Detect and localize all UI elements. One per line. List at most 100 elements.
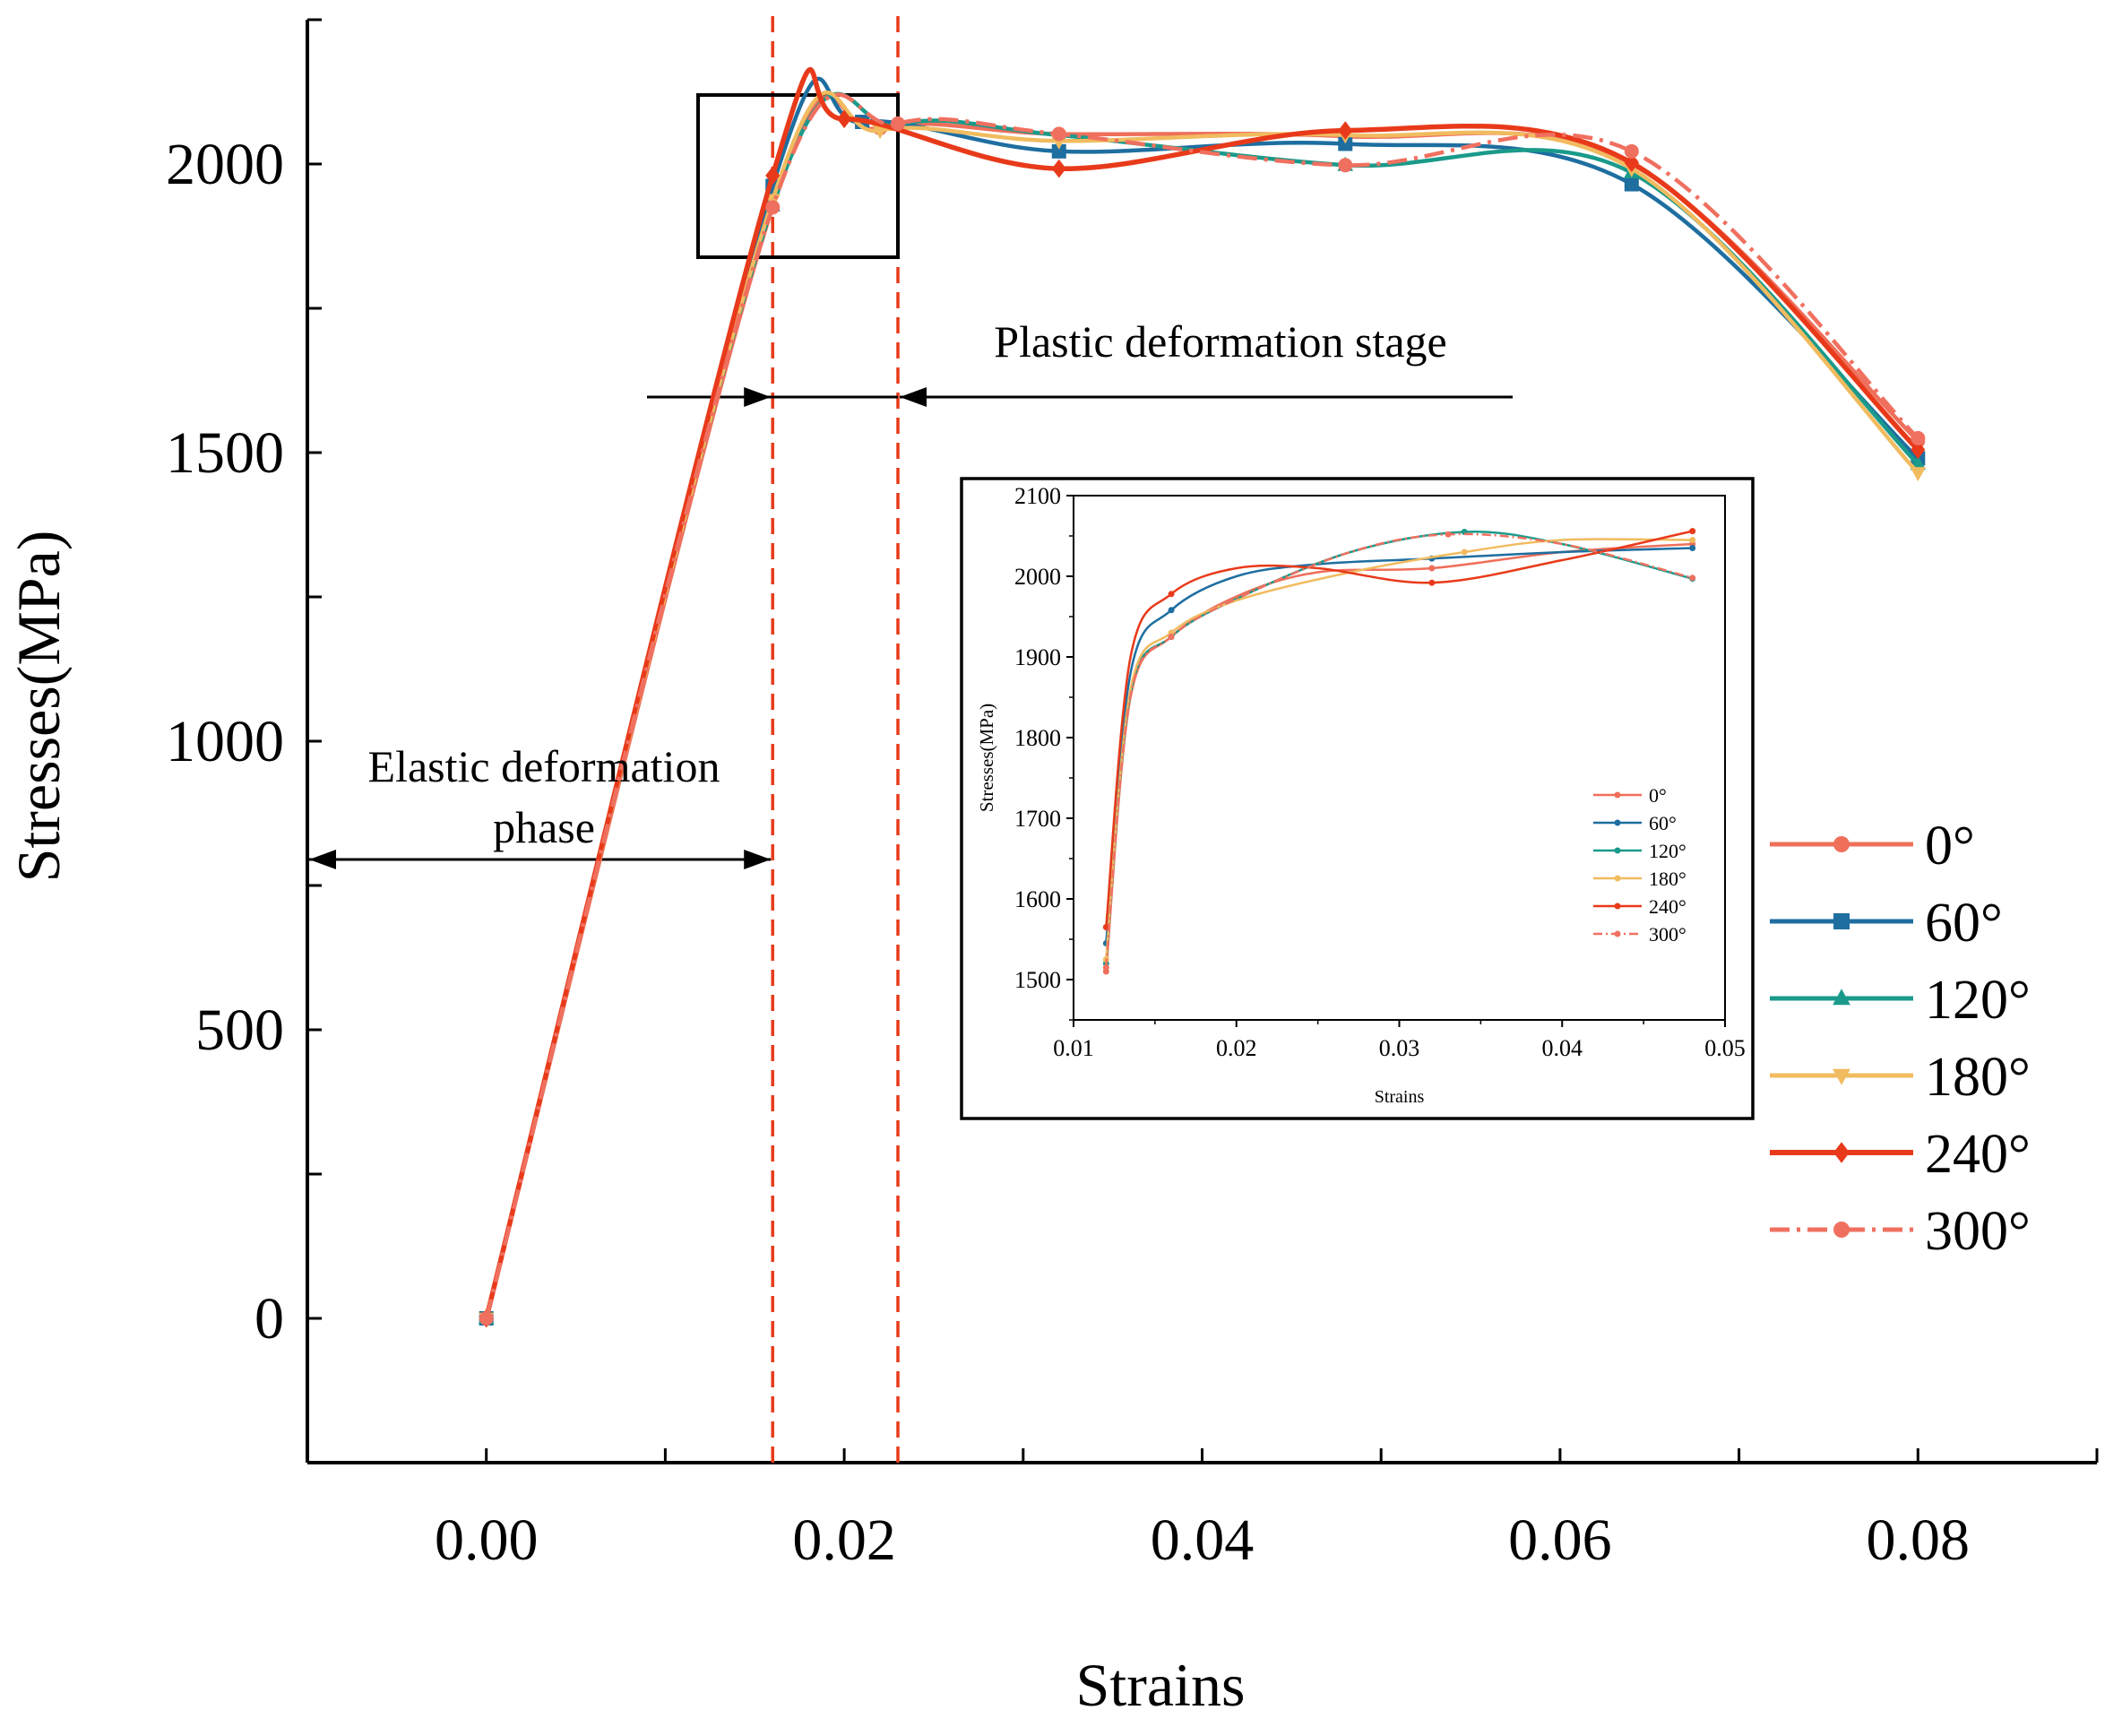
inset-legend-marker: [1614, 791, 1621, 799]
arrow-head: [744, 850, 772, 869]
y-tick-label: 1000: [166, 709, 284, 774]
y-tick-label: 500: [195, 998, 284, 1063]
data-point: [1624, 143, 1639, 159]
inset-legend-label: 240°: [1649, 895, 1686, 918]
data-point: [872, 125, 888, 140]
inset-data-point: [1102, 964, 1109, 971]
legend-marker: [1833, 1068, 1850, 1085]
inset-legend-marker: [1614, 930, 1621, 937]
inset-series-line: [1105, 547, 1693, 944]
inset-frame: [960, 477, 1755, 1120]
inset-legend-label: 180°: [1649, 868, 1686, 890]
inset-y-tick-label: 2000: [1014, 564, 1061, 590]
legend-label: 300°: [1925, 1201, 2031, 1262]
legend-marker: [1833, 913, 1850, 929]
inset-data-point: [1168, 591, 1175, 598]
legend-label: 60°: [1925, 893, 2003, 954]
inset-legend-item: 240°: [1593, 895, 1686, 918]
inset-y-tick-label: 1800: [1014, 725, 1061, 751]
main-axes: 0 500 1000 1500 2000 0.00 0.02 0.04 0.06 0.08: [166, 18, 2099, 1573]
inset-data-point: [1689, 574, 1696, 582]
legend-item: 60°: [1770, 893, 2003, 954]
inset-legend-label: 0°: [1649, 784, 1667, 807]
data-point: [837, 109, 852, 129]
legend-marker: [1833, 1222, 1850, 1238]
inset-x-axis-label: Strains: [1375, 1087, 1425, 1107]
inset-legend-marker: [1614, 875, 1621, 882]
x-tick-label: 0.08: [1867, 1507, 1971, 1573]
inset-series-300°: [1102, 531, 1696, 971]
elastic-phase-label-line2: phase: [493, 802, 595, 852]
legend-label: 180°: [1925, 1047, 2031, 1108]
y-tick-label: 2000: [166, 132, 284, 197]
legend-label: 240°: [1925, 1124, 2031, 1185]
inset-x-tick-label: 0.02: [1216, 1035, 1257, 1061]
inset-series-line: [1105, 530, 1693, 928]
inset-y-tick-label: 1900: [1014, 644, 1061, 670]
x-axis-label: Strains: [1076, 1651, 1246, 1719]
inset-legend-item: 120°: [1593, 840, 1686, 862]
legend-item: 0°: [1770, 816, 1975, 877]
inset-y-tick-label: 1600: [1014, 886, 1061, 912]
data-point: [1338, 158, 1353, 173]
inset-data-point: [1445, 531, 1452, 538]
inset-data-point: [1461, 548, 1468, 556]
inset-legend-marker: [1614, 903, 1621, 910]
inset-data-point: [1689, 537, 1696, 543]
inset-legend-item: 180°: [1593, 868, 1686, 890]
data-point: [1911, 430, 1926, 445]
data-point: [1338, 121, 1353, 141]
inset-data-point: [1168, 607, 1175, 614]
inset-legend-item: 60°: [1593, 812, 1677, 834]
legend: 0° 60° 120° 180° 240° 300°: [1770, 816, 2031, 1262]
inset-legend-marker: [1614, 819, 1621, 826]
data-point: [1624, 177, 1639, 192]
data-point: [1338, 136, 1353, 151]
series-300°: [479, 92, 1926, 1326]
inset-data-point: [1428, 579, 1436, 586]
inset-x-tick-label: 0.03: [1379, 1035, 1420, 1061]
inset-series-240°: [1102, 528, 1696, 930]
inset-data-point: [1168, 634, 1175, 640]
arrow-head: [744, 387, 772, 407]
inset-y-tick-label: 1700: [1014, 806, 1061, 832]
inset-legend-marker: [1614, 847, 1621, 854]
plastic-stage-label: Plastic deformation stage: [994, 316, 1446, 367]
data-point: [1910, 467, 1927, 482]
y-tick-label: 1500: [166, 420, 284, 486]
arrow-head: [900, 387, 927, 407]
inset-legend-label: 60°: [1649, 812, 1677, 834]
data-point: [1911, 440, 1926, 460]
data-point: [1051, 159, 1066, 178]
inset-y-tick-label: 2100: [1014, 483, 1061, 509]
inset-x-tick-label: 0.05: [1704, 1035, 1746, 1061]
data-point: [765, 200, 781, 215]
main-series: [478, 66, 1927, 1328]
legend-item: 240°: [1770, 1124, 2031, 1185]
legend-item: 120°: [1770, 970, 2031, 1031]
legend-label: 120°: [1925, 970, 2031, 1031]
inset-x-tick-label: 0.01: [1053, 1035, 1094, 1061]
inset-series-60°: [1102, 545, 1696, 946]
data-point: [479, 1311, 494, 1326]
data-point: [891, 116, 906, 131]
inset-series-line: [1105, 532, 1694, 968]
data-point: [1624, 153, 1639, 173]
inset-y-axis-label: Stresses(MPa): [976, 704, 997, 812]
y-axis-label: Stresses(MPa): [4, 531, 73, 883]
inset-y-tick-label: 1500: [1014, 967, 1061, 993]
inset-legend-label: 120°: [1649, 840, 1686, 862]
legend-marker: [1833, 989, 1850, 1006]
legend-item: 300°: [1770, 1201, 2031, 1262]
elastic-phase-label-line1: Elastic deformation: [368, 741, 720, 791]
legend-marker: [1833, 1142, 1850, 1163]
x-tick-label: 0.00: [435, 1507, 539, 1573]
series-line: [484, 92, 1919, 1319]
stage-markers: [309, 16, 1513, 1463]
data-point: [1051, 143, 1066, 159]
legend-marker: [1833, 836, 1850, 852]
inset-x-tick-label: 0.04: [1542, 1035, 1583, 1061]
data-point: [765, 166, 781, 186]
y-tick-label: 0: [254, 1286, 284, 1352]
